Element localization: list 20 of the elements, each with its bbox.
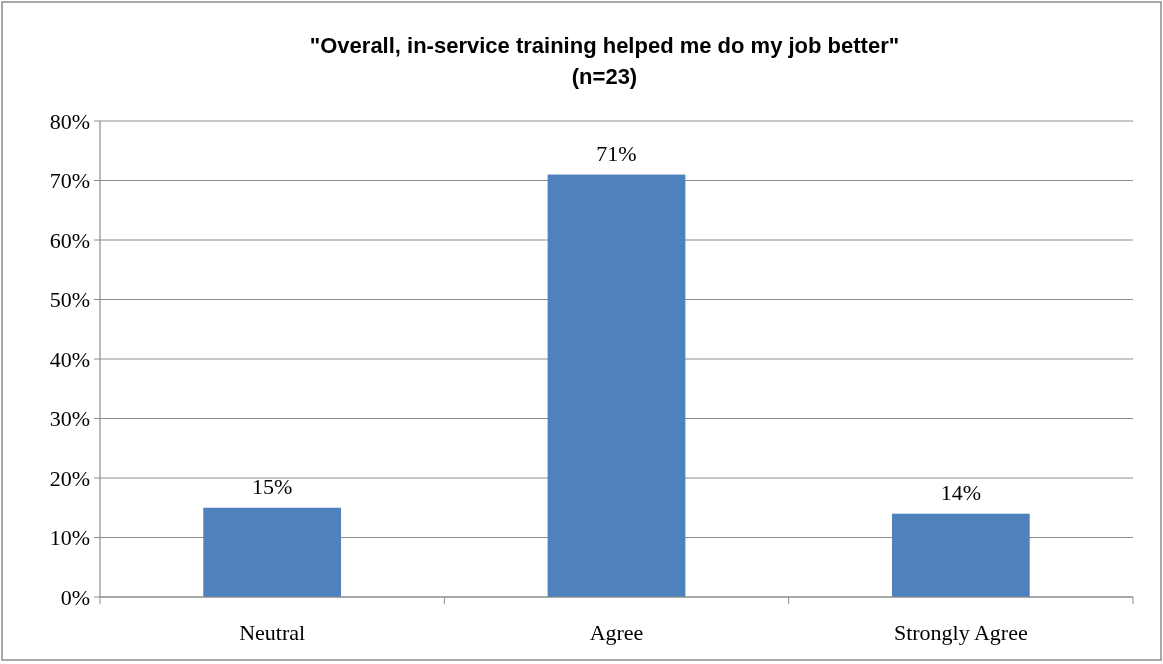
data-label: 71%: [596, 140, 637, 166]
y-tick-label: 60%: [49, 227, 90, 253]
chart-title: "Overall, in-service training helped me do my job better": [309, 33, 900, 58]
bar: [203, 507, 342, 597]
y-tick-label: 50%: [49, 287, 90, 313]
data-label: 15%: [252, 473, 293, 499]
y-tick-label: 10%: [49, 525, 90, 551]
y-tick-label: 80%: [49, 108, 90, 134]
x-tick-label: Agree: [589, 620, 644, 645]
bar: [891, 513, 1030, 597]
y-tick-label: 40%: [49, 346, 90, 372]
x-tick-label: Strongly Agree: [893, 620, 1028, 645]
y-tick-label: 70%: [49, 168, 90, 194]
y-tick-label: 20%: [49, 465, 90, 491]
x-tick-label: Neutral: [239, 620, 306, 645]
chart-subtitle: (n=23): [571, 64, 638, 89]
y-tick-label: 0%: [60, 584, 90, 610]
bar: [547, 174, 686, 597]
y-tick-label: 30%: [49, 406, 90, 432]
data-label: 14%: [940, 479, 981, 505]
